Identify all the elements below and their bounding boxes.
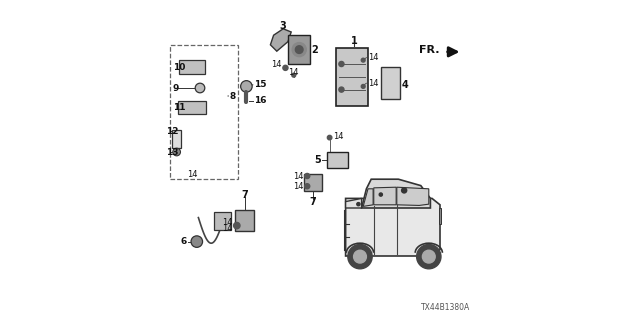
Circle shape	[296, 46, 303, 53]
Text: 13: 13	[166, 148, 179, 156]
Text: 1: 1	[351, 36, 358, 46]
Text: 14: 14	[187, 170, 197, 179]
Circle shape	[379, 193, 383, 196]
Text: 14: 14	[293, 182, 303, 191]
Text: 14: 14	[368, 79, 378, 88]
Bar	[288, 35, 310, 64]
Text: 3: 3	[279, 21, 286, 31]
Polygon shape	[374, 187, 396, 205]
Bar	[336, 48, 368, 106]
Text: 2: 2	[311, 44, 318, 55]
Bar	[327, 152, 348, 168]
Text: 14: 14	[223, 218, 233, 227]
Circle shape	[292, 43, 307, 57]
Circle shape	[339, 87, 344, 92]
Circle shape	[361, 84, 365, 88]
Text: 12: 12	[166, 127, 179, 136]
Text: 6: 6	[181, 237, 187, 246]
Text: 14: 14	[293, 172, 303, 180]
Bar	[381, 67, 400, 99]
Text: 9: 9	[173, 84, 179, 92]
Circle shape	[402, 188, 407, 193]
Text: 10: 10	[173, 63, 185, 72]
Text: 14: 14	[368, 53, 378, 62]
Circle shape	[339, 61, 344, 67]
Bar	[179, 101, 205, 114]
Circle shape	[422, 250, 435, 263]
Circle shape	[195, 83, 205, 93]
Text: 14: 14	[271, 60, 282, 68]
Text: 14: 14	[223, 224, 233, 233]
Circle shape	[305, 184, 310, 189]
Circle shape	[354, 250, 366, 263]
Polygon shape	[364, 189, 373, 206]
Bar	[172, 131, 181, 148]
Circle shape	[361, 58, 365, 62]
Bar	[236, 211, 255, 231]
Text: 5: 5	[314, 155, 321, 165]
Circle shape	[328, 135, 332, 140]
Circle shape	[305, 173, 310, 179]
Circle shape	[417, 244, 441, 269]
Circle shape	[292, 73, 296, 77]
Text: 7: 7	[241, 190, 248, 200]
Circle shape	[283, 65, 288, 70]
Polygon shape	[270, 29, 291, 51]
Circle shape	[191, 236, 202, 247]
Circle shape	[234, 222, 240, 229]
Circle shape	[173, 148, 180, 156]
Circle shape	[357, 203, 360, 206]
Bar	[179, 60, 205, 75]
Text: 14: 14	[289, 68, 299, 76]
Polygon shape	[346, 198, 440, 256]
Text: TX44B1380A: TX44B1380A	[421, 303, 470, 312]
Text: 14: 14	[333, 132, 344, 141]
Polygon shape	[397, 187, 429, 205]
Text: 16: 16	[254, 96, 267, 105]
Bar	[304, 174, 322, 191]
Polygon shape	[346, 198, 362, 208]
Text: 11: 11	[173, 103, 186, 112]
Polygon shape	[440, 208, 441, 224]
Text: 7: 7	[310, 196, 316, 207]
Circle shape	[348, 244, 372, 269]
Circle shape	[241, 81, 252, 92]
Text: 8: 8	[230, 92, 236, 100]
Polygon shape	[362, 179, 430, 208]
Text: 4: 4	[402, 80, 408, 90]
Text: 15: 15	[254, 80, 267, 89]
Text: FR.: FR.	[419, 44, 440, 55]
Bar	[214, 212, 231, 230]
